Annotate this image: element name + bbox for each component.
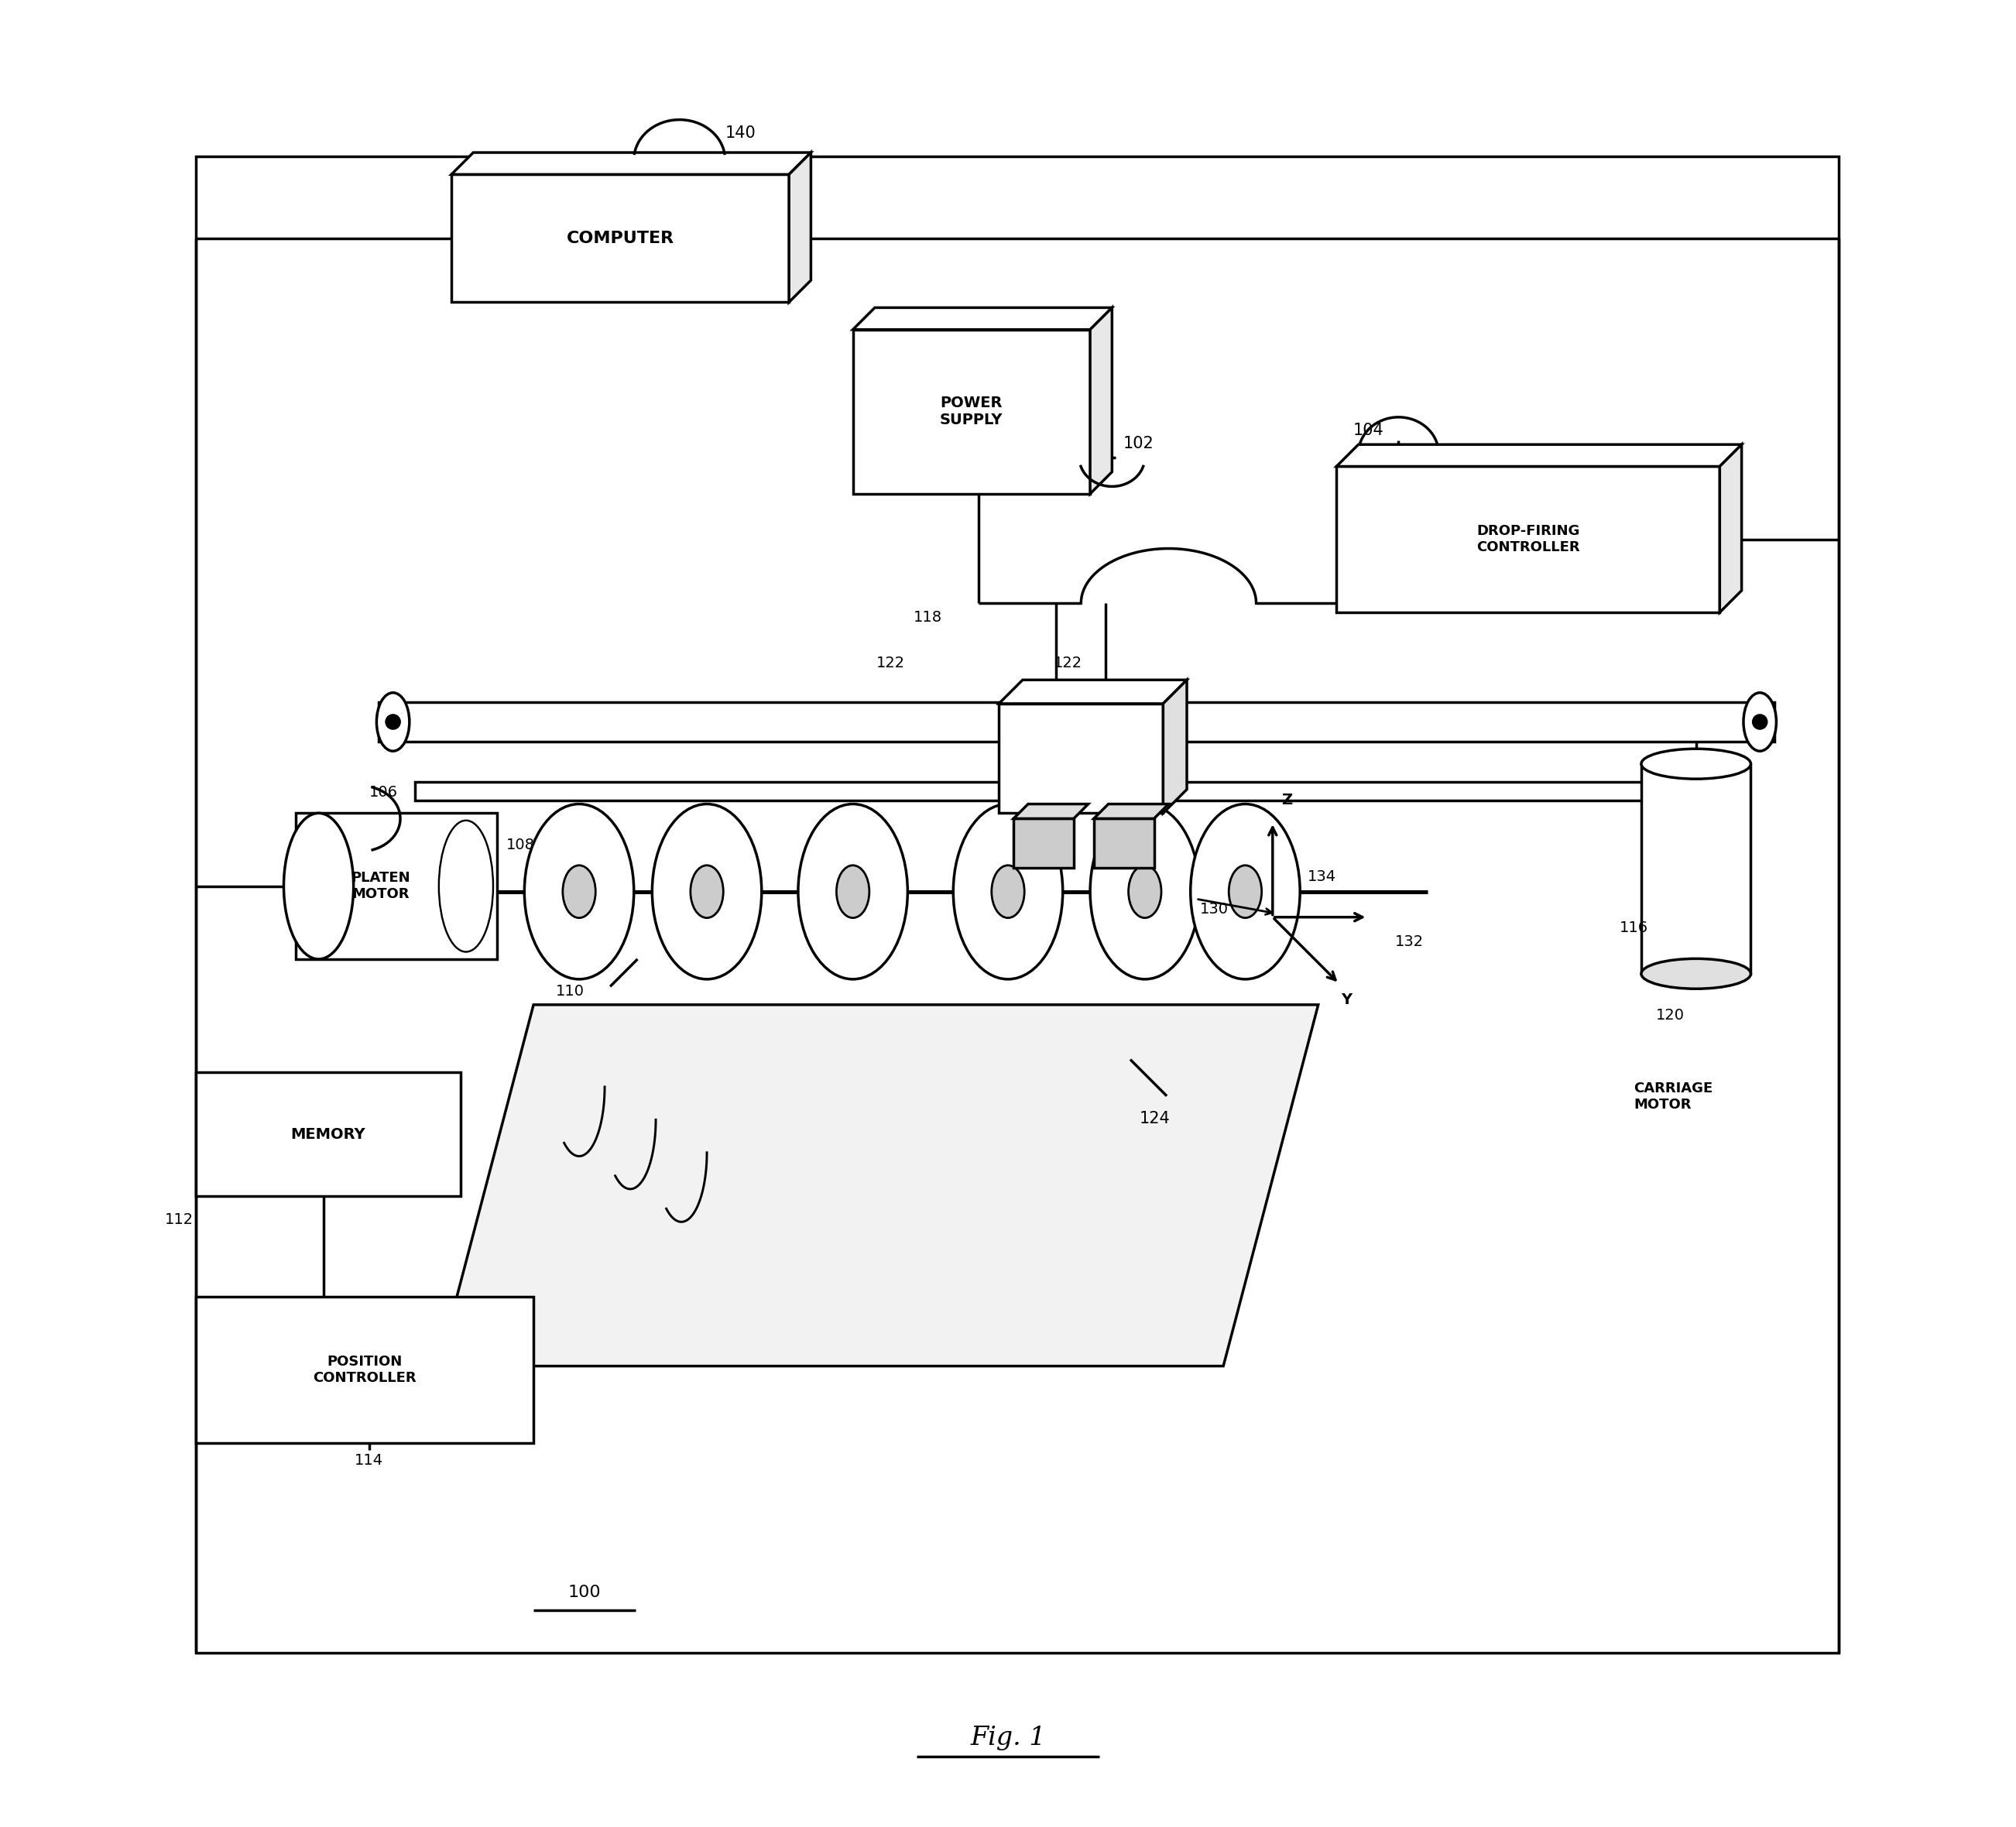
Polygon shape	[998, 680, 1187, 703]
Ellipse shape	[1091, 804, 1200, 979]
Text: 108: 108	[506, 839, 534, 853]
Text: Z: Z	[1282, 793, 1292, 808]
Text: 112: 112	[165, 1211, 194, 1226]
Text: 100: 100	[569, 1584, 601, 1600]
Text: 116: 116	[1619, 921, 1649, 935]
Ellipse shape	[1744, 692, 1776, 751]
Polygon shape	[1163, 680, 1187, 813]
Text: 120: 120	[1655, 1009, 1685, 1023]
Polygon shape	[1641, 764, 1750, 974]
Ellipse shape	[385, 714, 401, 729]
Ellipse shape	[524, 804, 633, 979]
Text: COMPUTER: COMPUTER	[566, 230, 673, 247]
Text: POSITION
CONTROLLER: POSITION CONTROLLER	[312, 1354, 417, 1385]
Text: 130: 130	[1200, 903, 1228, 917]
Ellipse shape	[689, 866, 724, 917]
Polygon shape	[415, 782, 1738, 800]
Text: Y: Y	[1341, 992, 1353, 1007]
Ellipse shape	[1752, 714, 1768, 729]
Polygon shape	[452, 174, 788, 301]
Polygon shape	[1014, 804, 1089, 818]
Text: 134: 134	[1306, 870, 1337, 884]
Text: 122: 122	[877, 656, 905, 671]
Polygon shape	[853, 329, 1091, 493]
Text: 140: 140	[726, 126, 756, 141]
Ellipse shape	[377, 692, 409, 751]
Polygon shape	[379, 702, 1774, 742]
Polygon shape	[1720, 444, 1742, 612]
Ellipse shape	[1641, 959, 1750, 988]
Text: 102: 102	[1123, 437, 1153, 451]
Polygon shape	[196, 1297, 534, 1443]
Ellipse shape	[992, 866, 1024, 917]
Text: CARRIAGE
MOTOR: CARRIAGE MOTOR	[1633, 1082, 1714, 1111]
Polygon shape	[452, 152, 810, 174]
Text: 118: 118	[913, 610, 941, 625]
Ellipse shape	[1191, 804, 1300, 979]
Text: 132: 132	[1395, 935, 1423, 950]
Polygon shape	[1095, 818, 1153, 868]
Polygon shape	[1337, 444, 1742, 466]
Ellipse shape	[1641, 749, 1750, 778]
Polygon shape	[1095, 804, 1169, 818]
Polygon shape	[998, 703, 1163, 813]
Text: PLATEN
MOTOR: PLATEN MOTOR	[351, 871, 411, 901]
Text: DROP-FIRING
CONTROLLER: DROP-FIRING CONTROLLER	[1476, 524, 1581, 554]
Text: MEMORY: MEMORY	[290, 1127, 365, 1142]
Ellipse shape	[798, 804, 907, 979]
Ellipse shape	[284, 813, 353, 959]
Text: Fig. 1: Fig. 1	[970, 1727, 1046, 1750]
Polygon shape	[439, 1005, 1318, 1367]
Ellipse shape	[562, 866, 595, 917]
Polygon shape	[1337, 466, 1720, 612]
Text: 122: 122	[1054, 656, 1083, 671]
Ellipse shape	[1230, 866, 1262, 917]
Text: 124: 124	[1139, 1111, 1169, 1127]
Text: POWER
SUPPLY: POWER SUPPLY	[939, 396, 1004, 428]
Text: X: X	[1240, 897, 1252, 912]
Ellipse shape	[954, 804, 1062, 979]
Ellipse shape	[837, 866, 869, 917]
Ellipse shape	[651, 804, 762, 979]
Text: 106: 106	[369, 786, 397, 800]
Polygon shape	[196, 1072, 460, 1197]
Text: 110: 110	[556, 985, 585, 999]
Polygon shape	[853, 307, 1113, 329]
Polygon shape	[788, 152, 810, 301]
Text: 104: 104	[1353, 424, 1383, 438]
Polygon shape	[1014, 818, 1075, 868]
Text: 114: 114	[355, 1452, 383, 1467]
Polygon shape	[1091, 307, 1113, 493]
Ellipse shape	[1129, 866, 1161, 917]
Polygon shape	[296, 813, 498, 959]
